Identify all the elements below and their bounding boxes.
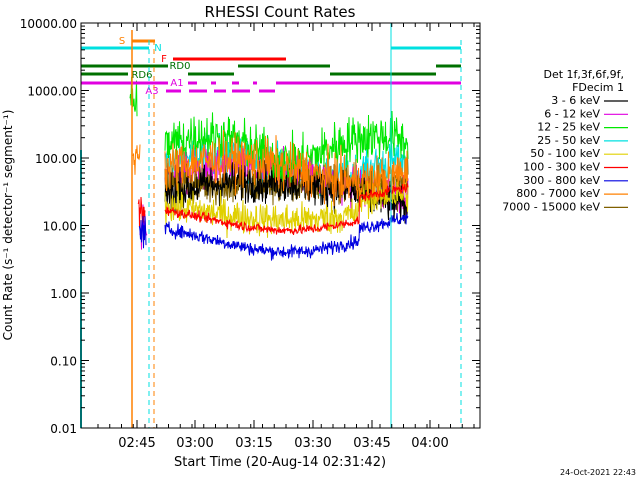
y-tick-label: 10.00: [43, 220, 77, 234]
state-label: RD6: [131, 70, 152, 81]
x-tick-label: 03:30: [294, 436, 331, 451]
series-line-800_7000keV: [164, 129, 409, 208]
x-tick-label: 02:45: [118, 436, 155, 451]
series-line-300_800keV: [164, 212, 409, 261]
x-tick-label: 03:45: [353, 436, 390, 451]
x-axis-label: Start Time (20-Aug-14 02:31:42): [174, 455, 386, 470]
series-line-50_100keV: [164, 173, 409, 239]
timestamp: 24-Oct-2021 22:43: [560, 468, 636, 477]
state-label: N: [154, 43, 161, 54]
x-tick-label: 03:00: [176, 436, 213, 451]
early-burst-trace: [129, 76, 138, 117]
x-tick-label: 03:15: [235, 436, 272, 451]
x-axis: 02:45 03:00 03:15 03:30 03:45 04:00: [97, 23, 475, 451]
legend-entry-label: 3 - 6 keV: [551, 94, 600, 107]
early-burst-trace: [138, 215, 147, 249]
series-line-100_300keV: [164, 183, 409, 235]
y-tick-label: 1.00: [50, 287, 77, 301]
y-tick-label: 0.01: [50, 422, 77, 436]
state-label: S: [119, 36, 125, 47]
legend-entry-label: 6 - 12 keV: [544, 107, 600, 120]
legend-entry-label: 100 - 300 keV: [523, 161, 600, 174]
y-tick-label: 0.10: [50, 355, 77, 369]
y-tick-label: 100.00: [35, 152, 77, 166]
y-axis-label: Count Rate (s⁻¹ detector⁻¹ segment⁻¹): [1, 110, 15, 341]
legend-entry-label: 50 - 100 keV: [530, 147, 600, 160]
y-axis: 0.01 0.10 1.00 10.00 100.00 1000.00 10000.00: [20, 17, 480, 436]
legend-header-1: Det 1f,3f,6f,9f,: [543, 68, 624, 81]
legend-entry-label: 800 - 7000 keV: [516, 187, 600, 200]
legend-entry-label: 25 - 50 keV: [537, 134, 600, 147]
legend-header-2: FDecim 1: [572, 81, 624, 94]
y-tick-label: 1000.00: [27, 85, 77, 99]
early-burst-trace: [137, 196, 146, 228]
chart-title: RHESSI Count Rates: [205, 3, 356, 21]
legend-entry-label: 12 - 25 keV: [537, 121, 600, 134]
y-tick-label: 10000.00: [20, 17, 77, 31]
legend-entry-label: 300 - 800 keV: [523, 174, 600, 187]
x-tick-label: 04:00: [411, 436, 448, 451]
state-label: A1: [170, 78, 183, 89]
state-label: F: [161, 54, 167, 65]
series-traces: [129, 76, 409, 261]
state-label: RD0: [169, 61, 190, 72]
early-burst-trace: [132, 144, 141, 175]
legend-entry-label: 7000 - 15000 keV: [502, 200, 600, 213]
state-label: A3: [145, 86, 158, 97]
